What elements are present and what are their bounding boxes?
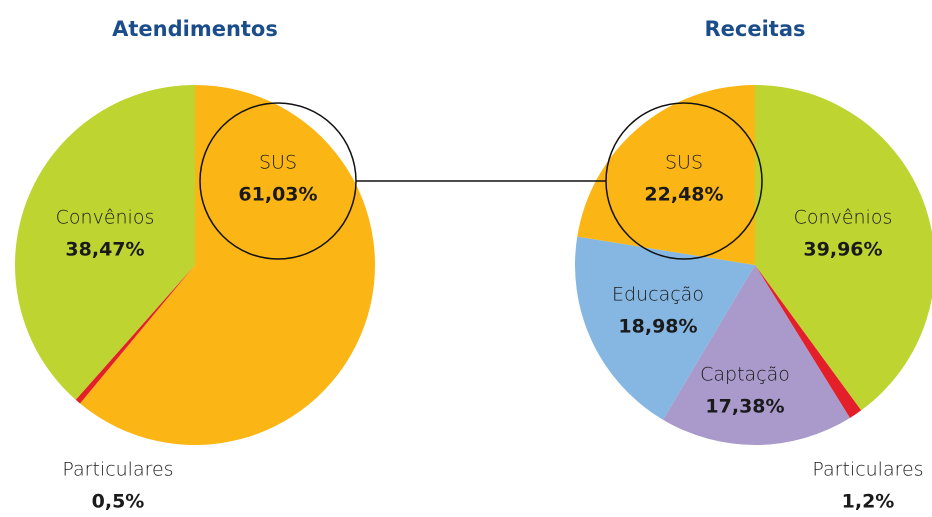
slice-category: Convênios (56, 207, 155, 229)
chart-title: Receitas (704, 17, 805, 41)
slice-category: SUS (259, 152, 297, 174)
pies (14, 85, 932, 446)
pie-slice (577, 85, 755, 265)
pie-slice (14, 85, 196, 400)
slice-value: 61,03% (238, 184, 317, 206)
slice-category: Convênios (794, 207, 893, 229)
slice-category: Particulares (62, 459, 173, 481)
highlight-circle (605, 102, 763, 260)
slice-value: 38,47% (65, 239, 144, 261)
slice-value: 18,98% (618, 316, 697, 338)
pie-slice (662, 265, 850, 446)
slice-value: 1,2% (842, 491, 895, 513)
highlight-circle (199, 102, 357, 260)
pie-slice (755, 85, 932, 411)
highlight (199, 102, 763, 260)
chart-title: Atendimentos (112, 17, 278, 41)
slice-category: Captação (700, 364, 790, 386)
pie-slice (575, 236, 755, 420)
slice-value: 22,48% (644, 184, 723, 206)
pie-slice (75, 265, 195, 404)
slice-value: 39,96% (803, 239, 882, 261)
labels: SUS 61,03% Particulares 0,5% Convênios 38,47%… (56, 152, 924, 513)
slice-category: SUS (665, 152, 703, 174)
slice-value: 17,38% (705, 396, 784, 418)
pie-slice (80, 85, 376, 446)
slice-value: 0,5% (92, 491, 145, 513)
pie-slice (755, 265, 862, 418)
slice-category: Educação (612, 284, 704, 306)
slice-category: Particulares (812, 459, 923, 481)
